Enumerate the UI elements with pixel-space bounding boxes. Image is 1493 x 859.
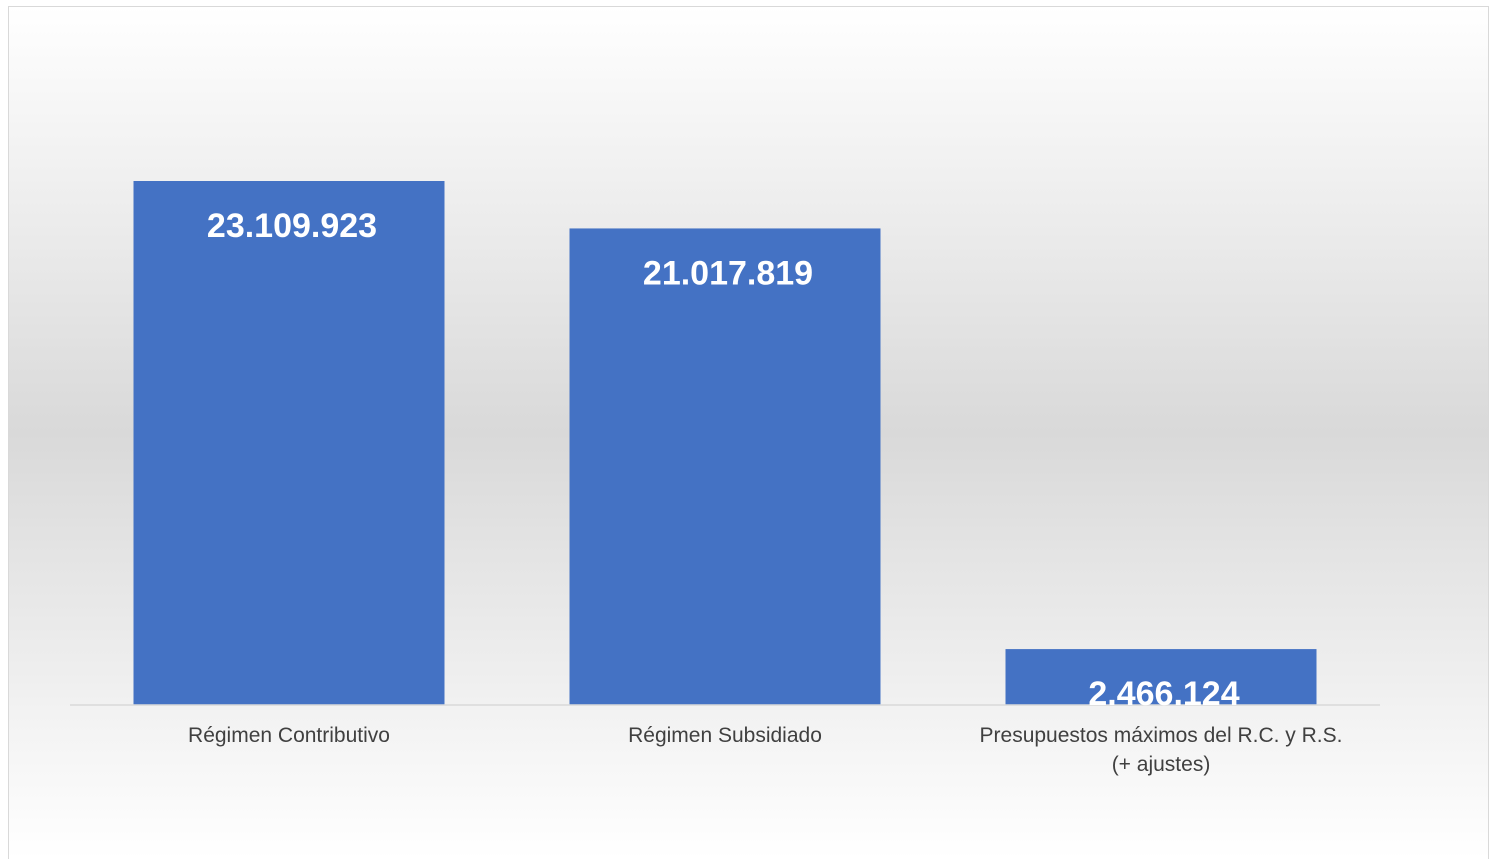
data-label-2: 21.017.819: [643, 254, 813, 292]
bar-1: [133, 181, 445, 705]
category-label-line: Presupuestos máximos del R.C. y R.S.: [980, 724, 1343, 747]
category-labels: Régimen Contributivo Régimen Subsidiado Pr…: [188, 724, 1342, 776]
category-label-1: Régimen Contributivo: [188, 724, 390, 747]
labels-layer: 23.109.923 21.017.819 2.466.124: [207, 207, 1240, 713]
bar-3: [1005, 649, 1317, 705]
category-label-line: Régimen Subsidiado: [628, 724, 822, 747]
data-label-1: 23.109.923: [207, 207, 377, 245]
bars-layer: [133, 181, 1317, 705]
category-label-line: (+ ajustes): [1112, 753, 1211, 776]
bar-2: [569, 228, 881, 705]
data-label-3: 2.466.124: [1088, 675, 1239, 713]
category-label-line: Régimen Contributivo: [188, 724, 390, 747]
category-label-3: Presupuestos máximos del R.C. y R.S. (+ a…: [980, 724, 1343, 776]
category-label-2: Régimen Subsidiado: [628, 724, 822, 747]
